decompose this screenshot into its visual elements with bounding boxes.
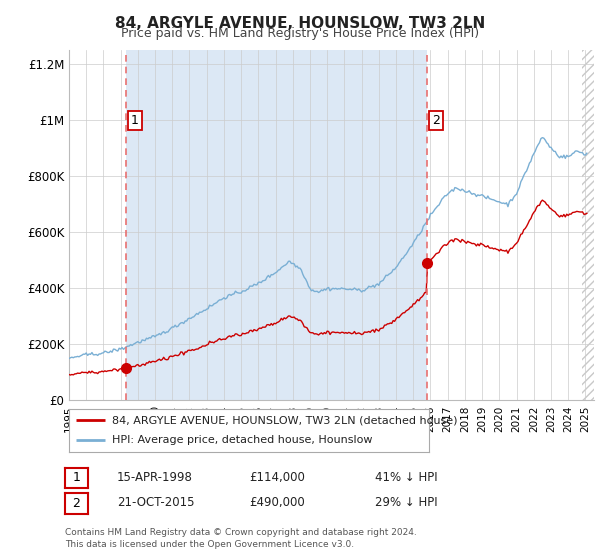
Text: 15-APR-1998: 15-APR-1998	[117, 470, 193, 484]
Text: 1: 1	[72, 471, 80, 484]
Text: 2: 2	[72, 497, 80, 510]
Bar	[125, 50, 427, 400]
Text: £114,000: £114,000	[249, 470, 305, 484]
Text: 21-OCT-2015: 21-OCT-2015	[117, 496, 194, 510]
Text: £490,000: £490,000	[249, 496, 305, 510]
Text: Price paid vs. HM Land Registry's House Price Index (HPI): Price paid vs. HM Land Registry's House …	[121, 27, 479, 40]
Text: Contains HM Land Registry data © Crown copyright and database right 2024.
This d: Contains HM Land Registry data © Crown c…	[65, 528, 416, 549]
Text: 29% ↓ HPI: 29% ↓ HPI	[375, 496, 437, 510]
Text: 41% ↓ HPI: 41% ↓ HPI	[375, 470, 437, 484]
Text: 1: 1	[131, 114, 139, 127]
Text: 84, ARGYLE AVENUE, HOUNSLOW, TW3 2LN: 84, ARGYLE AVENUE, HOUNSLOW, TW3 2LN	[115, 16, 485, 31]
Text: 84, ARGYLE AVENUE, HOUNSLOW, TW3 2LN (detached house): 84, ARGYLE AVENUE, HOUNSLOW, TW3 2LN (de…	[112, 416, 458, 426]
Text: HPI: Average price, detached house, Hounslow: HPI: Average price, detached house, Houn…	[112, 435, 373, 445]
Text: 2: 2	[433, 114, 440, 127]
